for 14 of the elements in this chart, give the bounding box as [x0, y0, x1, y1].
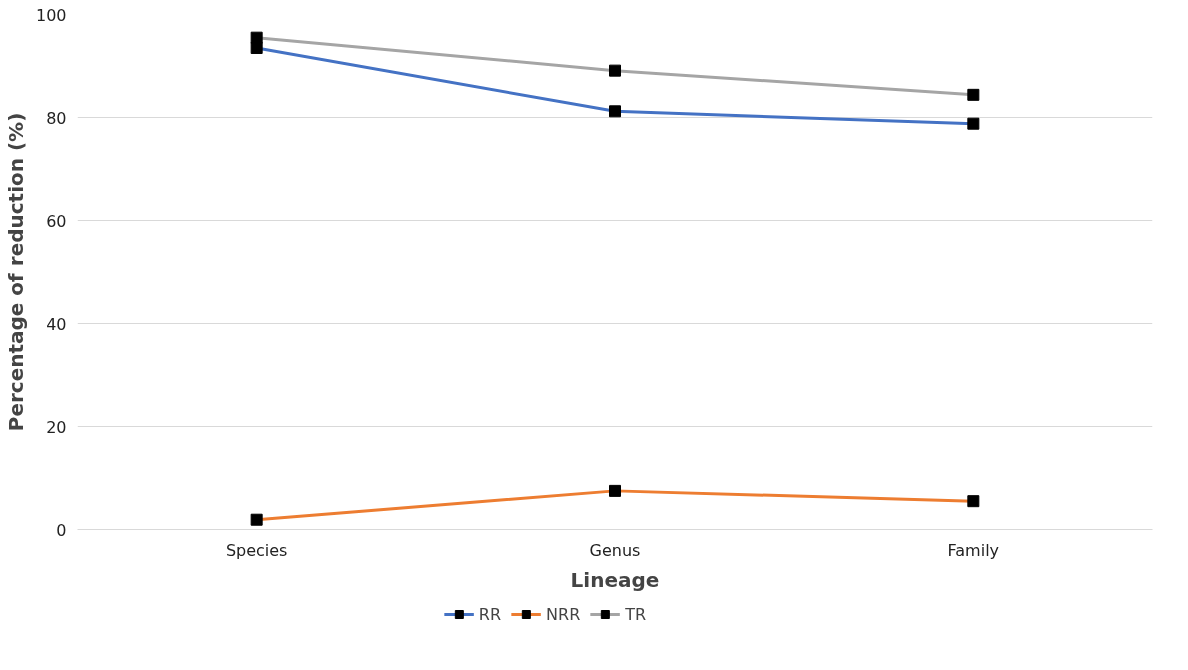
x-axis-title: Lineage [570, 567, 660, 592]
legend-label: NRR [546, 604, 581, 624]
y-tick-label: 40 [46, 314, 67, 334]
y-tick-label: 0 [56, 520, 67, 540]
x-tick-label: Family [947, 540, 1000, 560]
x-tick-label: Genus [589, 540, 641, 560]
y-tick-label: 80 [46, 108, 67, 128]
legend-label: RR [478, 604, 502, 624]
y-tick-label: 60 [46, 211, 67, 231]
x-tick-label: Species [225, 540, 288, 560]
y-tick-label: 100 [35, 5, 67, 25]
y-axis-title: Percentage of reduction (%) [3, 112, 28, 432]
legend-label: TR [625, 604, 647, 624]
y-tick-label: 20 [46, 417, 67, 437]
